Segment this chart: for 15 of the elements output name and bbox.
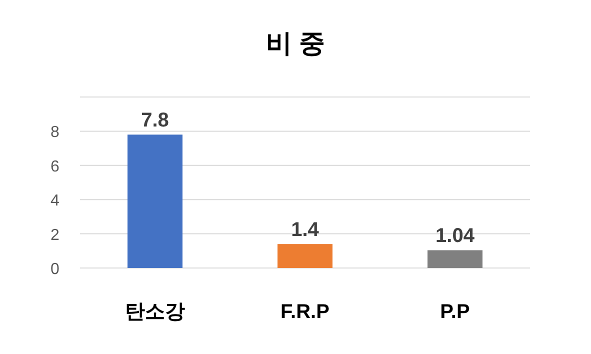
data-label: 1.04: [436, 225, 476, 248]
x-tick-label: F.R.P: [280, 301, 330, 323]
y-tick-label: 6: [50, 158, 60, 176]
y-tick-label: 0: [50, 261, 60, 278]
bar: [428, 250, 482, 268]
data-label: 1.4: [291, 219, 320, 242]
chart-title: 비 중: [266, 28, 326, 58]
data-label: 7.8: [141, 110, 169, 132]
x-tick-label: 탄소강: [125, 301, 185, 323]
bar: [278, 244, 332, 268]
x-tick-label: P.P: [440, 301, 470, 323]
y-tick-label: 8: [50, 124, 60, 142]
bar: [128, 134, 182, 268]
y-tick-label: 4: [50, 192, 60, 210]
y-tick-label: 2: [50, 226, 60, 244]
